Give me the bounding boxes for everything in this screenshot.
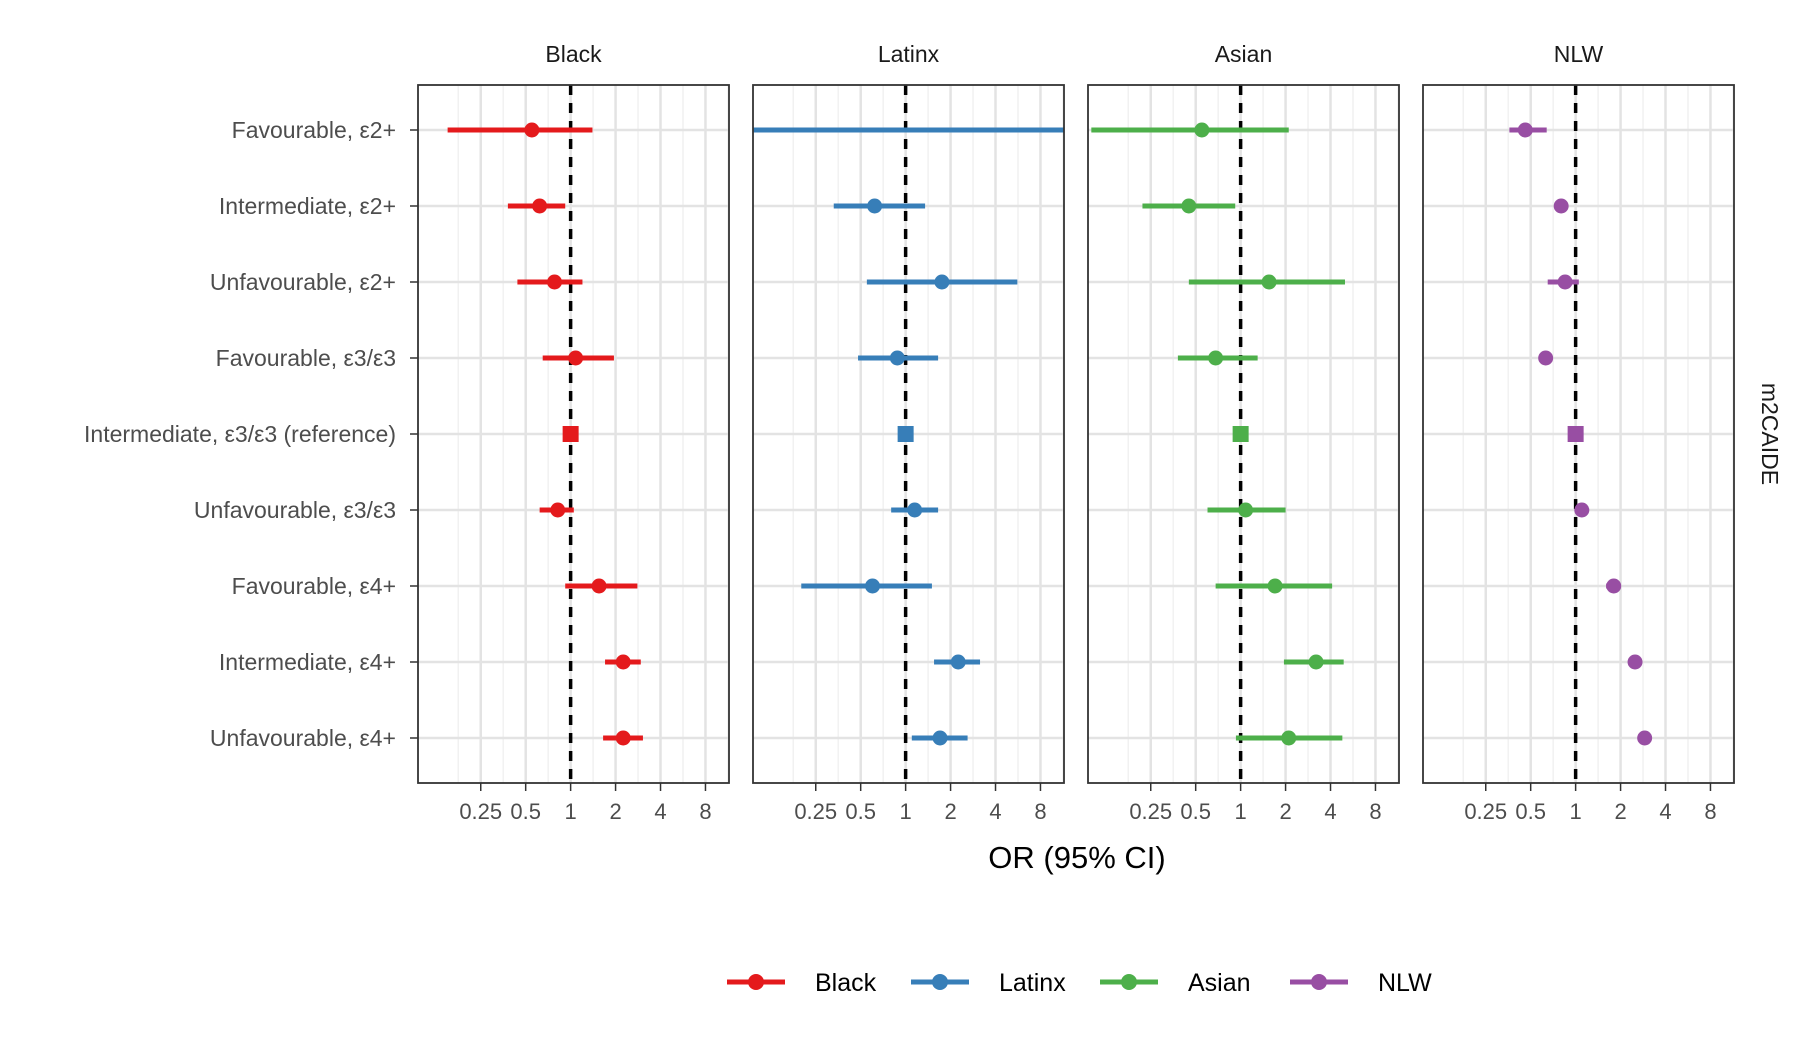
or-point <box>1553 198 1569 214</box>
or-point <box>591 578 607 594</box>
x-tick-label: 8 <box>1369 799 1381 824</box>
x-tick-label: 8 <box>1704 799 1716 824</box>
or-point <box>524 122 540 138</box>
or-point <box>1308 654 1324 670</box>
x-tick-label: 2 <box>1614 799 1626 824</box>
or-point <box>615 730 631 746</box>
or-point <box>867 198 883 214</box>
or-point <box>1517 122 1533 138</box>
or-point <box>547 274 563 290</box>
or-point <box>889 350 905 366</box>
facet-strip-label: Latinx <box>878 41 940 67</box>
y-category-label: Favourable, ε3/ε3 <box>216 345 396 371</box>
x-tick-label: 1 <box>1570 799 1582 824</box>
or-point <box>550 502 566 518</box>
legend-key-point <box>1311 974 1327 990</box>
or-point <box>1557 274 1573 290</box>
legend-label: Latinx <box>999 969 1066 997</box>
facet-strip-label: Black <box>545 41 602 67</box>
legend-label: Asian <box>1188 969 1251 997</box>
x-tick-label: 1 <box>1235 799 1247 824</box>
or-point <box>1181 198 1197 214</box>
x-axis-title: OR (95% CI) <box>988 840 1165 875</box>
or-point <box>1267 578 1283 594</box>
y-category-label: Unfavourable, ε4+ <box>210 725 396 751</box>
or-point <box>568 350 584 366</box>
legend-key-point <box>1121 974 1137 990</box>
x-tick-label: 4 <box>654 799 666 824</box>
panel-border <box>1422 84 1735 784</box>
x-tick-label: 0.5 <box>845 799 876 824</box>
x-tick-label: 1 <box>900 799 912 824</box>
or-point <box>1574 502 1590 518</box>
legend-key-point <box>932 974 948 990</box>
x-tick-label: 4 <box>989 799 1001 824</box>
reference-square-marker <box>1567 426 1584 442</box>
x-tick-label: 4 <box>1324 799 1336 824</box>
y-category-label: Intermediate, ε2+ <box>219 193 396 219</box>
facet-strip-label: Asian <box>1215 41 1273 67</box>
y-category-label: Unfavourable, ε2+ <box>210 269 396 295</box>
x-tick-label: 0.25 <box>459 799 502 824</box>
or-point <box>907 502 923 518</box>
facet-strip-label: NLW <box>1554 41 1604 67</box>
y-category-label: Favourable, ε4+ <box>232 573 396 599</box>
or-point <box>615 654 631 670</box>
or-point <box>1208 350 1224 366</box>
or-point <box>932 730 948 746</box>
x-tick-label: 8 <box>699 799 711 824</box>
or-point <box>1194 122 1210 138</box>
panel-border <box>752 84 1065 784</box>
x-tick-label: 2 <box>1279 799 1291 824</box>
x-tick-label: 4 <box>1659 799 1671 824</box>
x-tick-label: 0.5 <box>1180 799 1211 824</box>
x-tick-label: 0.25 <box>1129 799 1172 824</box>
x-tick-label: 1 <box>565 799 577 824</box>
legend-key-point <box>748 974 764 990</box>
reference-square-marker <box>562 426 579 442</box>
or-point <box>865 578 881 594</box>
legend-label: NLW <box>1378 969 1432 997</box>
y-category-label: Unfavourable, ε3/ε3 <box>194 497 396 523</box>
or-point <box>532 198 548 214</box>
or-point <box>1637 730 1653 746</box>
x-tick-label: 2 <box>944 799 956 824</box>
or-point <box>1538 350 1554 366</box>
or-point <box>1238 502 1254 518</box>
or-point <box>934 274 950 290</box>
reference-square-marker <box>1232 426 1249 442</box>
facet-row-label: m2CAIDE <box>1757 383 1783 485</box>
panel-border <box>1087 84 1400 784</box>
y-category-label: Intermediate, ε4+ <box>219 649 396 675</box>
x-tick-label: 8 <box>1034 799 1046 824</box>
x-tick-label: 0.5 <box>510 799 541 824</box>
reference-square-marker <box>897 426 914 442</box>
x-tick-label: 0.25 <box>1464 799 1507 824</box>
or-point <box>1606 578 1622 594</box>
or-point <box>1261 274 1277 290</box>
x-tick-label: 2 <box>609 799 621 824</box>
or-point <box>1281 730 1297 746</box>
y-category-label: Favourable, ε2+ <box>232 117 396 143</box>
legend-label: Black <box>815 969 877 997</box>
x-tick-label: 0.25 <box>794 799 837 824</box>
or-point <box>1627 654 1643 670</box>
or-point <box>950 654 966 670</box>
x-tick-label: 0.5 <box>1515 799 1546 824</box>
y-category-label: Intermediate, ε3/ε3 (reference) <box>84 421 396 447</box>
